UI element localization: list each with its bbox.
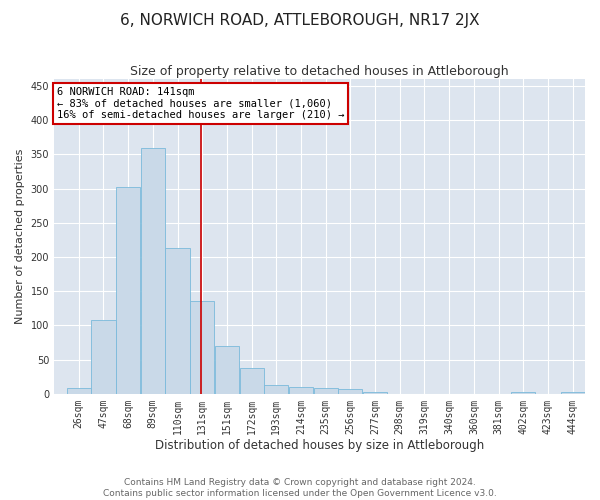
Bar [215, 346, 239, 394]
Bar [314, 388, 338, 394]
Bar [166, 248, 190, 394]
Text: 6, NORWICH ROAD, ATTLEBOROUGH, NR17 2JX: 6, NORWICH ROAD, ATTLEBOROUGH, NR17 2JX [120, 12, 480, 28]
Bar [264, 385, 289, 394]
Text: 6 NORWICH ROAD: 141sqm
← 83% of detached houses are smaller (1,060)
16% of semi-: 6 NORWICH ROAD: 141sqm ← 83% of detached… [56, 87, 344, 120]
Bar [67, 388, 91, 394]
Bar [141, 148, 165, 394]
Bar [511, 392, 535, 394]
X-axis label: Distribution of detached houses by size in Attleborough: Distribution of detached houses by size … [155, 440, 484, 452]
Bar [289, 387, 313, 394]
Bar [190, 302, 214, 394]
Bar [239, 368, 264, 394]
Bar [363, 392, 387, 394]
Bar [338, 389, 362, 394]
Bar [116, 187, 140, 394]
Title: Size of property relative to detached houses in Attleborough: Size of property relative to detached ho… [130, 65, 509, 78]
Bar [91, 320, 116, 394]
Y-axis label: Number of detached properties: Number of detached properties [15, 149, 25, 324]
Bar [560, 392, 585, 394]
Text: Contains HM Land Registry data © Crown copyright and database right 2024.
Contai: Contains HM Land Registry data © Crown c… [103, 478, 497, 498]
